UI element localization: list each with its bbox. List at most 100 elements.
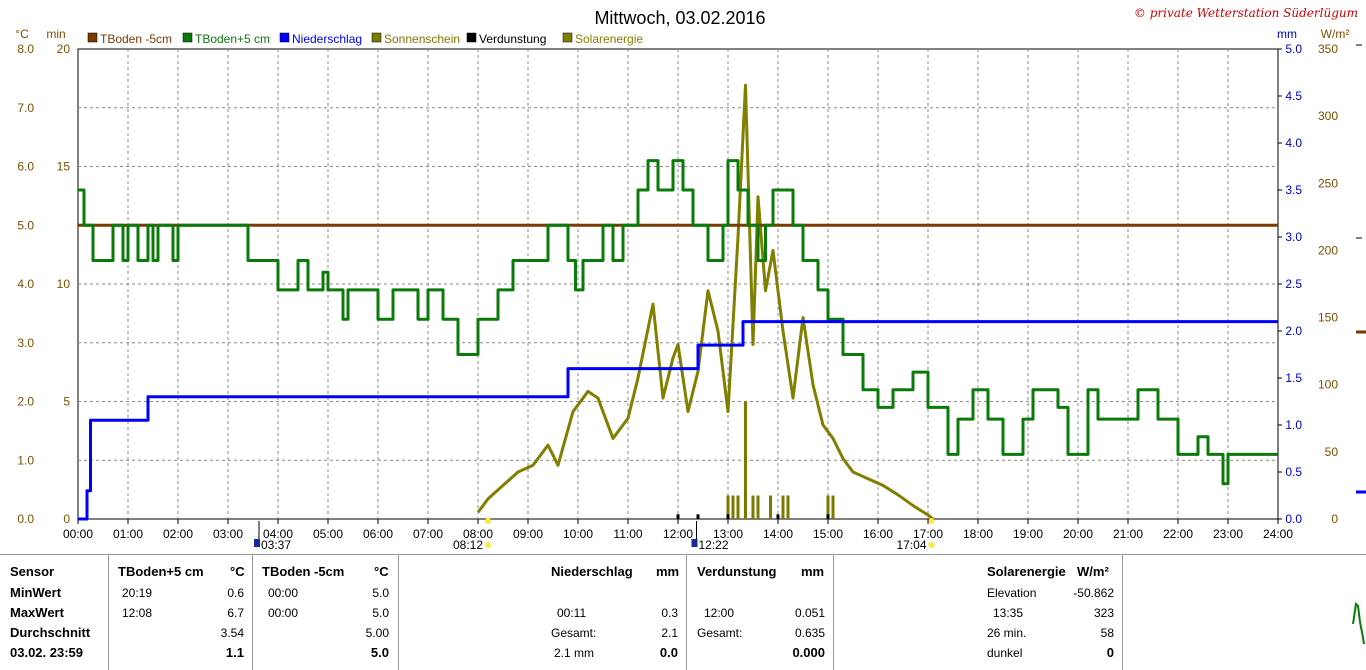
legend-swatch [562, 32, 573, 43]
sun-icon [928, 518, 935, 524]
legend-label: TBoden -5cm [100, 32, 172, 46]
tboden5-header: TBoden+5 cm [118, 564, 204, 579]
min-tick-label: 0 [63, 512, 70, 526]
legend-label: TBoden+5 cm [195, 32, 270, 46]
x-tick-label: 23:00 [1213, 527, 1243, 541]
x-tick-label: 03:00 [213, 527, 243, 541]
x-tick-label: 00:00 [63, 527, 93, 541]
legend-label: Niederschlag [292, 32, 362, 46]
bar-sonnenschein [769, 495, 772, 519]
row-label-current: 03.02. 23:59 [10, 645, 84, 660]
sun-icon [485, 542, 491, 548]
x-tick-label: 15:00 [813, 527, 843, 541]
tbodenm5-max-time: 00:00 [268, 606, 299, 620]
solar-sun-label: 26 min. [987, 626, 1027, 640]
x-tick-label: 19:00 [1013, 527, 1043, 541]
wm2-tick-label: 0 [1331, 512, 1338, 526]
solar-sun-val: 58 [1100, 626, 1114, 640]
legend-label: Sonnenschein [384, 32, 460, 46]
mm-tick-label: 3.5 [1285, 183, 1302, 197]
axis-ticks: 00:00 01:00 02:00 03:00 04:00 05:00 06:00 07:00… [17, 42, 1338, 541]
temp-tick-label: 8.0 [17, 42, 34, 56]
mm-tick-label: 2.0 [1285, 324, 1302, 338]
row-label-max: MaxWert [10, 605, 64, 620]
row-label-avg: Durchschnitt [10, 625, 91, 640]
temp-tick-label: 7.0 [17, 101, 34, 115]
bar-sonnenschein [751, 495, 755, 519]
wm2-tick-label: 300 [1318, 109, 1338, 123]
min-unit: min [46, 27, 65, 41]
min-tick-label: 10 [57, 277, 71, 291]
x-tick-label: 13:00 [713, 527, 743, 541]
x-tick-label: 08:00 [463, 527, 493, 541]
tboden5-avg: 3.54 [220, 626, 244, 640]
bar-sonnenschein [726, 495, 730, 519]
nieder-max-val: 0.3 [661, 606, 678, 620]
legend-swatch [279, 32, 290, 43]
tbodenm5-avg: 5.00 [365, 626, 389, 640]
event-label: 08:12 [453, 538, 483, 550]
x-tick-label: 21:00 [1113, 527, 1143, 541]
verdunst-max-time: 12:00 [704, 606, 735, 620]
moon-icon [691, 539, 698, 547]
mm-tick-label: 3.0 [1285, 230, 1302, 244]
min-tick-label: 15 [57, 160, 71, 174]
event-markers: 03:37 08:12 12:22 17:04 [254, 518, 935, 550]
bar-sonnenschein [731, 495, 735, 519]
verdunst-unit: mm [801, 564, 825, 579]
legend-swatch [371, 32, 382, 43]
axis-units: °C min mm W/m² [15, 27, 1349, 41]
min-tick-label: 20 [57, 42, 71, 56]
x-tick-label: 02:00 [163, 527, 193, 541]
chart-series [78, 83, 1278, 521]
wm2-unit: W/m² [1321, 27, 1350, 41]
solar-header: Solarenergie [987, 564, 1066, 579]
chart-legend: TBoden -5cm TBoden+5 cm Niederschlag Sonnen… [87, 32, 643, 46]
tboden5-max-val: 6.7 [227, 606, 244, 620]
tboden5-min-time: 20:19 [122, 586, 153, 600]
bar-verdunstung [696, 514, 700, 519]
verdunst-max-val: 0.051 [794, 606, 825, 620]
nieder-current: 0.0 [659, 645, 678, 660]
x-tick-label: 22:00 [1163, 527, 1193, 541]
nieder-unit: mm [656, 564, 680, 579]
mm-tick-label: 1.5 [1285, 371, 1302, 385]
wm2-tick-label: 200 [1318, 243, 1338, 257]
x-tick-label: 18:00 [963, 527, 993, 541]
bar-sonnenschein [831, 495, 835, 519]
temp-tick-label: 1.0 [17, 453, 34, 467]
mm-tick-label: 2.5 [1285, 277, 1302, 291]
tboden5-current: 1.1 [225, 645, 244, 660]
x-tick-label: 14:00 [763, 527, 793, 541]
event-label: 17:04 [896, 538, 926, 550]
mm-tick-label: 4.0 [1285, 136, 1302, 150]
mm-tick-label: 5.0 [1285, 42, 1302, 56]
sun-icon [485, 518, 491, 524]
bar-verdunstung [676, 514, 680, 519]
min-tick-label: 5 [63, 395, 70, 409]
mm-tick-label: 1.0 [1285, 418, 1302, 432]
x-tick-label: 20:00 [1063, 527, 1093, 541]
mini-trace [1352, 601, 1365, 645]
chart-title: Mittwoch, 03.02.2016 [594, 8, 765, 28]
nieder-max-time: 00:11 [557, 606, 587, 620]
x-tick-label: 24:00 [1263, 527, 1293, 541]
tbodenm5-max-val: 5.0 [372, 606, 389, 620]
nieder-total-label: Gesamt: [551, 626, 597, 640]
x-tick-label: 06:00 [363, 527, 393, 541]
temp-tick-label: 3.0 [17, 336, 34, 350]
solar-elev-label: Elevation [987, 586, 1037, 600]
tbodenm5-unit: °C [374, 564, 389, 579]
x-tick-label: 09:00 [513, 527, 543, 541]
solar-elev-val: -50.862 [1073, 586, 1114, 600]
x-tick-label: 16:00 [863, 527, 893, 541]
temp-tick-label: 4.0 [17, 277, 34, 291]
x-tick-label: 11:00 [613, 527, 642, 541]
nieder-header: Niederschlag [551, 564, 633, 579]
chart-credit: © private Wetterstation Süderlügum [1134, 6, 1358, 20]
wm2-tick-label: 100 [1318, 378, 1338, 392]
bar-sonnenschein [781, 495, 785, 519]
tboden5-max-time: 12:08 [122, 606, 153, 620]
tbodenm5-header: TBoden -5cm [262, 564, 345, 579]
temp-tick-label: 5.0 [17, 218, 34, 232]
